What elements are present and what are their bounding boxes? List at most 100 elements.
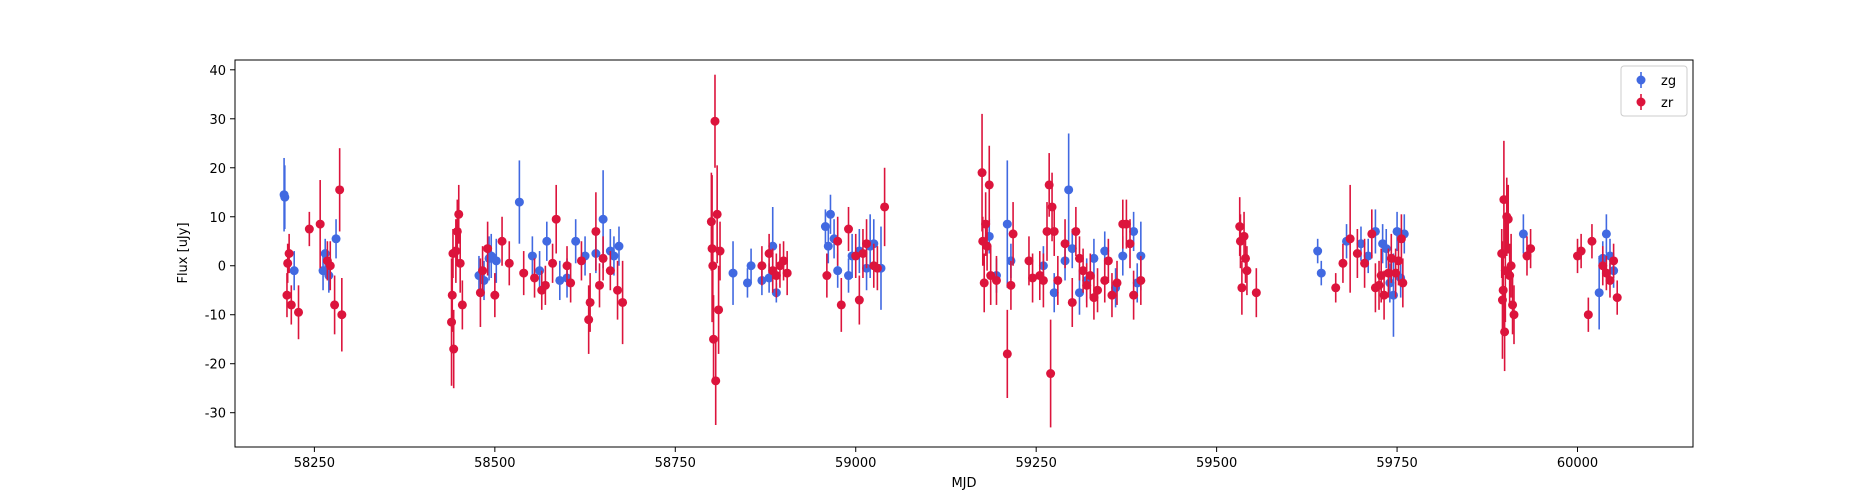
data-point	[514, 197, 524, 207]
data-point	[715, 246, 725, 256]
data-point	[1374, 280, 1384, 290]
data-point	[862, 239, 872, 249]
data-point	[1612, 293, 1622, 303]
data-point	[1240, 253, 1250, 263]
data-point	[1392, 226, 1402, 236]
data-point	[823, 241, 833, 251]
legend-swatch-marker	[1636, 75, 1646, 85]
data-point	[294, 307, 304, 317]
x-tick-label: 58250	[294, 456, 335, 471]
data-point	[1089, 253, 1099, 263]
data-point	[1071, 226, 1081, 236]
data-point	[1028, 273, 1038, 283]
data-point	[782, 268, 792, 278]
data-point	[324, 271, 334, 281]
data-point	[1379, 290, 1389, 300]
data-point	[1331, 283, 1341, 293]
y-axis-label: Flux [uJy]	[176, 222, 191, 283]
data-point	[335, 185, 345, 195]
data-point	[836, 300, 846, 310]
data-point	[451, 246, 461, 256]
data-point	[548, 258, 558, 268]
data-point	[1506, 261, 1516, 271]
x-tick-label: 58750	[655, 456, 696, 471]
data-point	[1103, 256, 1113, 266]
data-point	[519, 268, 529, 278]
data-point	[1503, 214, 1513, 224]
data-point	[851, 251, 861, 261]
data-point	[1594, 288, 1604, 298]
data-point	[457, 300, 467, 310]
data-point	[447, 290, 457, 300]
data-point	[449, 344, 459, 354]
data-point	[1385, 278, 1395, 288]
data-point	[530, 273, 540, 283]
data-point	[571, 236, 581, 246]
data-point	[710, 116, 720, 126]
data-point	[555, 275, 565, 285]
data-point	[1129, 226, 1139, 236]
data-point	[584, 315, 594, 325]
y-tick-label: 40	[209, 64, 226, 79]
data-point	[1509, 310, 1519, 320]
data-point	[585, 297, 595, 307]
data-point	[1587, 236, 1597, 246]
data-point	[1089, 293, 1099, 303]
data-point	[1118, 251, 1128, 261]
data-point	[1398, 278, 1408, 288]
data-point	[714, 305, 724, 315]
data-point	[757, 261, 767, 271]
data-point	[1125, 239, 1135, 249]
data-point	[1498, 285, 1508, 295]
data-point	[1038, 275, 1048, 285]
y-axis: -30 -20 -10 0 10 20 30 40	[205, 64, 235, 422]
data-point	[822, 271, 832, 281]
data-point	[1388, 290, 1398, 300]
data-point	[1049, 288, 1059, 298]
data-point	[1583, 310, 1593, 320]
data-point	[1601, 229, 1611, 239]
data-point	[711, 376, 721, 386]
data-point	[618, 297, 628, 307]
data-point	[1242, 266, 1252, 276]
y-tick-label: 20	[209, 162, 226, 177]
data-point	[1386, 253, 1396, 263]
legend: zg zr	[1620, 65, 1688, 117]
data-point	[1338, 258, 1348, 268]
data-point	[742, 278, 752, 288]
series-zr	[282, 74, 1622, 428]
data-point	[282, 290, 292, 300]
data-point	[483, 244, 493, 254]
data-point	[833, 236, 843, 246]
data-point	[283, 258, 293, 268]
x-tick-label: 58500	[474, 456, 515, 471]
data-point	[854, 295, 864, 305]
data-point	[614, 241, 624, 251]
data-point	[844, 271, 854, 281]
data-point	[613, 285, 623, 295]
data-point	[325, 261, 335, 271]
data-point	[779, 256, 789, 266]
data-point	[984, 180, 994, 190]
data-point	[1121, 219, 1131, 229]
y-tick-label: -30	[205, 407, 226, 422]
data-point	[1002, 219, 1012, 229]
data-point	[771, 271, 781, 281]
data-point	[284, 249, 294, 258]
y-tick-label: 30	[209, 113, 226, 128]
data-point	[1082, 280, 1092, 290]
data-point	[1112, 278, 1122, 288]
data-point	[1251, 288, 1261, 298]
data-point	[1356, 239, 1366, 249]
data-point	[1006, 280, 1016, 290]
data-point	[1085, 271, 1095, 281]
data-point	[598, 214, 608, 224]
data-point	[1049, 226, 1059, 236]
data-point	[1396, 234, 1406, 244]
x-tick-label: 59250	[1015, 456, 1056, 471]
data-point	[728, 268, 738, 278]
data-point	[605, 266, 615, 276]
data-point	[315, 219, 325, 229]
data-point	[1047, 202, 1057, 212]
